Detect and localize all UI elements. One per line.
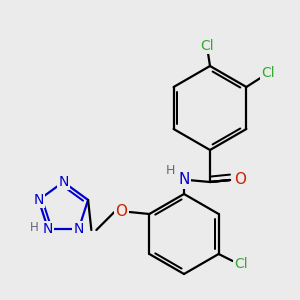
Text: H: H	[165, 164, 175, 176]
Text: Cl: Cl	[200, 39, 214, 53]
Text: Cl: Cl	[234, 257, 248, 271]
Text: N: N	[74, 222, 84, 236]
Text: N: N	[43, 222, 53, 236]
Text: H: H	[30, 220, 38, 233]
Text: N: N	[33, 193, 44, 207]
Text: N: N	[178, 172, 190, 188]
Text: Cl: Cl	[262, 66, 275, 80]
Text: O: O	[234, 172, 246, 187]
Text: O: O	[116, 205, 128, 220]
Text: N: N	[58, 175, 68, 189]
